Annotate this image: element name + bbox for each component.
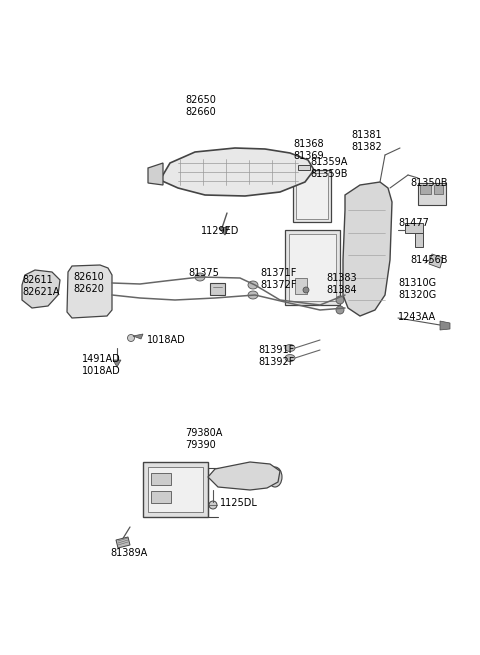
Text: 81381
81382: 81381 81382 xyxy=(351,130,382,151)
Text: 1243AA: 1243AA xyxy=(398,312,436,322)
Ellipse shape xyxy=(248,281,258,289)
Circle shape xyxy=(360,205,380,225)
Ellipse shape xyxy=(268,467,282,487)
Text: 81383
81384: 81383 81384 xyxy=(326,273,357,295)
Ellipse shape xyxy=(248,291,258,299)
Text: 1491AD
1018AD: 1491AD 1018AD xyxy=(82,354,121,375)
Polygon shape xyxy=(113,360,121,367)
Bar xyxy=(151,491,171,503)
Text: 81375: 81375 xyxy=(188,268,219,278)
Circle shape xyxy=(295,163,305,173)
Bar xyxy=(210,283,225,295)
Bar xyxy=(295,278,307,294)
Bar xyxy=(418,183,446,205)
Circle shape xyxy=(33,281,47,295)
Text: 81368
81369: 81368 81369 xyxy=(293,139,324,160)
Ellipse shape xyxy=(195,273,205,281)
Bar xyxy=(420,185,431,194)
Ellipse shape xyxy=(285,345,295,352)
Text: 1125DL: 1125DL xyxy=(220,498,258,508)
Polygon shape xyxy=(298,165,310,170)
Bar xyxy=(148,467,203,512)
Bar xyxy=(151,473,171,485)
Text: 81310G
81320G: 81310G 81320G xyxy=(398,278,436,299)
Text: 81389A: 81389A xyxy=(110,548,147,558)
Polygon shape xyxy=(22,270,60,308)
Polygon shape xyxy=(148,163,163,185)
Polygon shape xyxy=(116,537,130,548)
Bar xyxy=(289,234,336,301)
Text: 79380A
79390: 79380A 79390 xyxy=(185,428,222,449)
Polygon shape xyxy=(208,462,280,490)
Text: 81359A
81359B: 81359A 81359B xyxy=(310,157,348,179)
Circle shape xyxy=(128,335,134,341)
Polygon shape xyxy=(343,182,392,316)
Ellipse shape xyxy=(285,354,295,362)
Polygon shape xyxy=(440,321,450,330)
Circle shape xyxy=(84,304,94,314)
Text: 82610
82620: 82610 82620 xyxy=(73,272,104,293)
Circle shape xyxy=(209,501,217,509)
Bar xyxy=(73,275,105,300)
Text: 81371F
81372F: 81371F 81372F xyxy=(260,268,297,290)
Text: 1018AD: 1018AD xyxy=(147,335,186,345)
Polygon shape xyxy=(429,254,443,268)
Circle shape xyxy=(350,282,376,308)
Text: 81477: 81477 xyxy=(398,218,429,228)
Bar xyxy=(285,230,340,305)
Bar xyxy=(415,233,423,247)
Circle shape xyxy=(336,296,344,304)
Bar xyxy=(405,223,423,233)
Circle shape xyxy=(151,170,159,179)
Polygon shape xyxy=(133,334,143,339)
Text: 82611
82621A: 82611 82621A xyxy=(22,275,60,297)
Bar xyxy=(143,462,208,517)
Ellipse shape xyxy=(213,168,227,186)
Circle shape xyxy=(303,287,309,293)
Text: 1129ED: 1129ED xyxy=(201,226,240,236)
Text: 82650
82660: 82650 82660 xyxy=(185,95,216,117)
Text: 81350B: 81350B xyxy=(410,178,447,188)
Polygon shape xyxy=(219,227,229,235)
Polygon shape xyxy=(67,265,112,318)
Circle shape xyxy=(336,306,344,314)
Bar xyxy=(434,185,443,194)
Bar xyxy=(293,170,331,222)
Text: 81456B: 81456B xyxy=(410,255,447,265)
Bar xyxy=(296,173,328,219)
Text: 81391F
81392F: 81391F 81392F xyxy=(258,345,294,367)
Polygon shape xyxy=(160,148,314,196)
